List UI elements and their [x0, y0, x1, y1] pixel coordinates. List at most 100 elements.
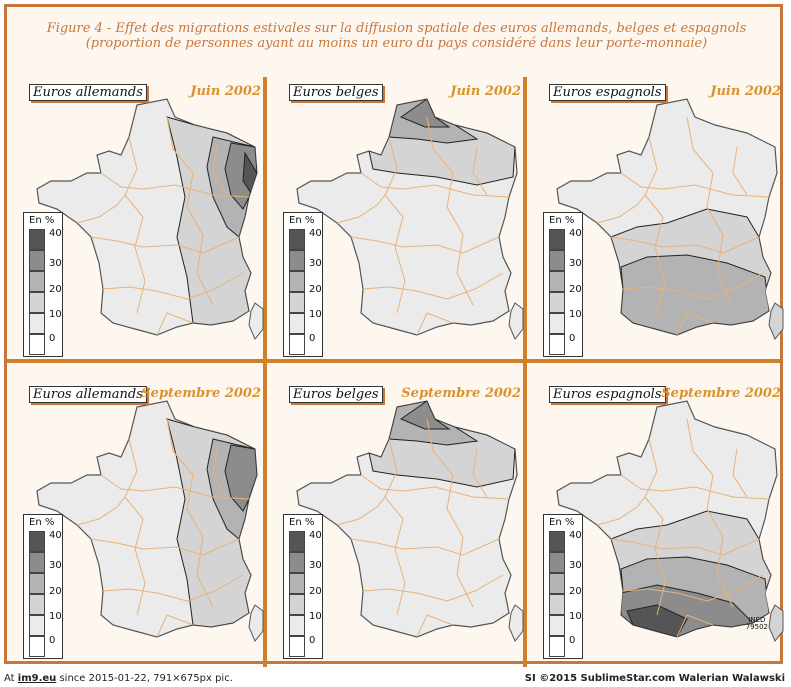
- legend-swatch: [549, 573, 565, 594]
- legend-tick: 10: [569, 611, 582, 622]
- region-border: [156, 614, 194, 637]
- region-border: [100, 474, 250, 500]
- france-map: [36, 98, 264, 340]
- figure-title-line1: Figure 4 - Effet des migrations estivale…: [46, 21, 747, 36]
- legend-tick: 40: [569, 530, 582, 541]
- footer-suffix: since 2015-01-22, 791×675px pic.: [56, 673, 233, 684]
- legend-swatch: [289, 334, 305, 355]
- legend-swatch: [29, 552, 45, 573]
- corsica-outline: [768, 604, 784, 642]
- column-divider-left: [263, 77, 267, 667]
- legend-tick: 30: [49, 258, 62, 269]
- currency-label: Euros allemands: [29, 84, 147, 101]
- legend-title: En %: [29, 215, 55, 226]
- legend-tick: 30: [309, 560, 322, 571]
- legend-swatch: [549, 594, 565, 615]
- legend-swatch: [549, 292, 565, 313]
- figure-frame: Figure 4 - Effet des migrations estivale…: [4, 4, 786, 667]
- corsica-outline: [248, 604, 264, 642]
- region-border: [360, 474, 510, 500]
- currency-label: Euros belges: [289, 386, 383, 403]
- legend-swatch: [549, 271, 565, 292]
- corsica-outline: [508, 302, 524, 340]
- region-border: [676, 312, 714, 335]
- legend-tick: 20: [569, 586, 582, 597]
- legend-tick: 20: [309, 586, 322, 597]
- region-border: [732, 146, 748, 196]
- corsica-outline: [508, 604, 524, 642]
- region-border: [166, 116, 214, 306]
- legend-swatch: [29, 292, 45, 313]
- legend-swatch: [549, 313, 565, 334]
- legend-box: En % 40 30 20 10 0: [543, 212, 583, 357]
- legend-tick: 10: [49, 309, 62, 320]
- date-label: Juin 2002: [190, 84, 261, 99]
- map-panel: Euros allemands Septembre 2002 En % 40 30 20 1…: [17, 379, 267, 669]
- legend-swatch: [549, 636, 565, 657]
- legend-tick: 20: [309, 284, 322, 295]
- region-border: [362, 272, 504, 300]
- legend-swatch: [29, 573, 45, 594]
- legend-tick: 40: [309, 228, 322, 239]
- footer-left: At im9.eu since 2015-01-22, 791×675px pi…: [4, 673, 233, 684]
- region-border: [124, 438, 146, 616]
- region-border: [76, 194, 126, 224]
- region-border: [676, 614, 714, 637]
- region-border: [90, 538, 240, 556]
- france-map: [36, 400, 264, 642]
- region-border: [596, 194, 646, 224]
- legend-swatch: [29, 636, 45, 657]
- legend-tick: 40: [49, 228, 62, 239]
- region-border: [212, 448, 228, 498]
- date-label: Septembre 2002: [401, 386, 521, 401]
- region-border: [416, 312, 454, 335]
- region-border: [362, 574, 504, 602]
- page-footer: At im9.eu since 2015-01-22, 791×675px pi…: [0, 670, 791, 687]
- legend-swatch: [29, 250, 45, 271]
- region-border: [336, 194, 386, 224]
- legend-tick: 0: [569, 635, 576, 646]
- france-map: [296, 400, 524, 642]
- map-panel: Euros espagnols Septembre 2002 En % 40 30 20 1…: [537, 379, 787, 669]
- legend-swatch: [29, 334, 45, 355]
- region-border: [610, 236, 760, 254]
- legend-swatch: [289, 615, 305, 636]
- legend-swatch: [29, 313, 45, 334]
- region-border: [212, 146, 228, 196]
- france-map: [556, 400, 784, 642]
- legend-swatch: [289, 292, 305, 313]
- legend-swatch: [549, 229, 565, 250]
- legend-swatch: [289, 552, 305, 573]
- ined-credit: INED 79502: [746, 617, 768, 631]
- figure-title: Figure 4 - Effet des migrations estivale…: [7, 21, 786, 51]
- legend-tick: 0: [49, 333, 56, 344]
- region-border: [620, 172, 770, 198]
- legend-swatch: [29, 271, 45, 292]
- currency-label: Euros espagnols: [549, 386, 666, 403]
- legend-tick: 0: [569, 333, 576, 344]
- legend-swatch: [289, 573, 305, 594]
- legend-tick: 30: [309, 258, 322, 269]
- region-border: [644, 136, 666, 314]
- region-border: [124, 136, 146, 314]
- region-border: [350, 538, 500, 556]
- legend-tick: 10: [49, 611, 62, 622]
- legend-swatch: [289, 313, 305, 334]
- region-border: [644, 438, 666, 616]
- france-map: [556, 98, 784, 340]
- legend-tick: 10: [569, 309, 582, 320]
- isoline-band: [399, 401, 451, 430]
- region-border: [610, 538, 760, 556]
- map-panel: Euros belges Septembre 2002 En % 40 30 20 10 0: [277, 379, 527, 669]
- region-border: [76, 496, 126, 526]
- legend-swatch: [289, 531, 305, 552]
- footer-site-link[interactable]: im9.eu: [17, 673, 57, 684]
- map-panel: Euros allemands Juin 2002 En % 40 30 20 10 0: [17, 77, 267, 367]
- legend-swatch: [549, 615, 565, 636]
- region-border: [426, 418, 474, 608]
- legend-tick: 40: [569, 228, 582, 239]
- isoline-band: [399, 99, 451, 128]
- region-border: [416, 614, 454, 637]
- legend-swatch: [549, 250, 565, 271]
- legend-swatch: [29, 615, 45, 636]
